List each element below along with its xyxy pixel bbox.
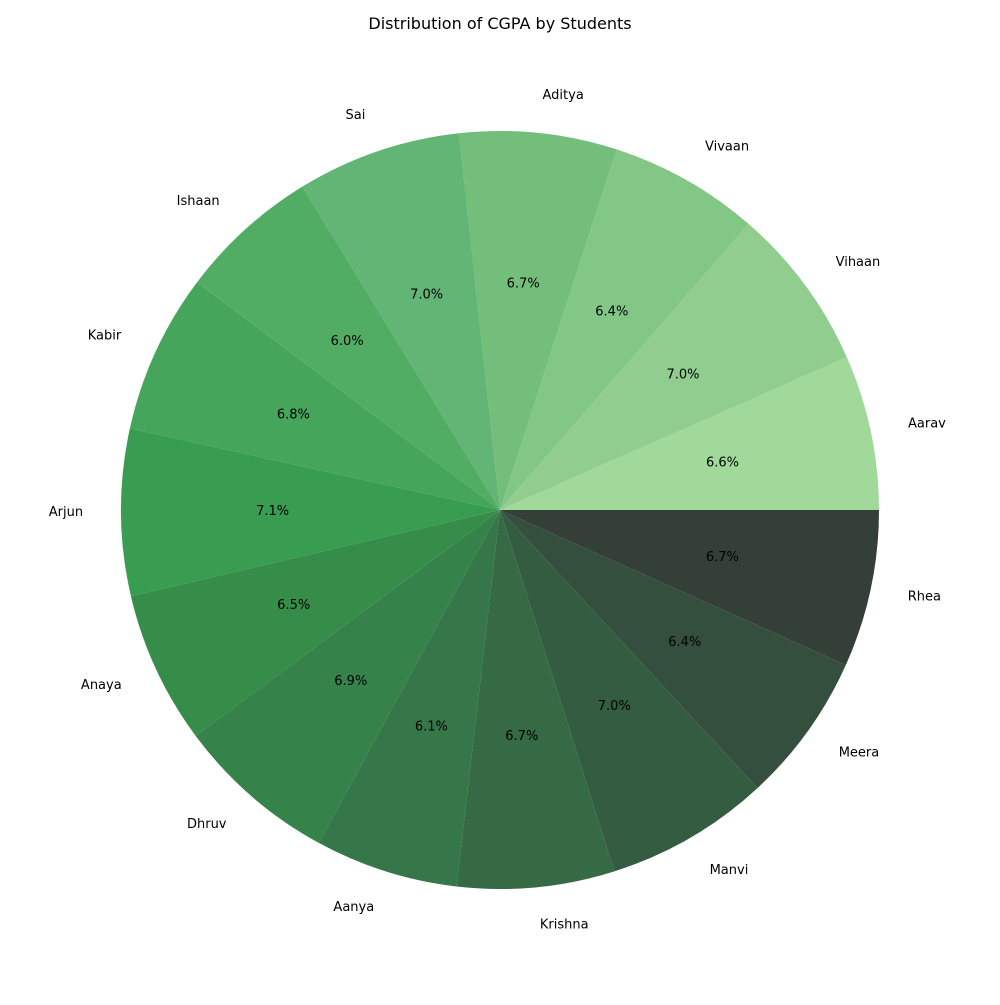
- slice-label-dhruv: Dhruv: [187, 817, 227, 832]
- percent-label-krishna: 6.7%: [505, 729, 538, 744]
- slice-label-kabir: Kabir: [88, 328, 122, 343]
- chart-title: Distribution of CGPA by Students: [368, 14, 631, 33]
- pie-slice-rhea: [500, 510, 879, 666]
- percent-label-kabir: 6.8%: [277, 408, 310, 423]
- slice-label-krishna: Krishna: [540, 918, 589, 933]
- pie-slice-anaya: [130, 510, 500, 736]
- pie-slice-sai: [302, 133, 500, 511]
- pie-slice-ishaan: [197, 186, 500, 510]
- percent-label-ishaan: 6.0%: [331, 334, 364, 349]
- slice-label-ishaan: Ishaan: [177, 194, 220, 209]
- slice-label-sai: Sai: [346, 108, 366, 123]
- slice-label-rhea: Rhea: [908, 590, 941, 605]
- percent-label-arjun: 7.1%: [256, 504, 289, 519]
- pie-slice-manvi: [500, 510, 758, 872]
- slice-label-vivaan: Vivaan: [705, 140, 749, 155]
- pie-slice-aarav: [500, 357, 879, 510]
- slice-label-aanya: Aanya: [333, 900, 374, 915]
- pie-slice-kabir: [129, 282, 500, 510]
- slice-label-aarav: Aarav: [908, 417, 946, 432]
- slice-label-meera: Meera: [839, 746, 880, 761]
- pie-labels: Aarav 6.6% Vihaan 7.0% Vivaan 6.4% Aditya 6.7% S…: [49, 88, 946, 933]
- pie-slice-dhruv: [195, 510, 500, 843]
- slice-label-anaya: Anaya: [81, 678, 122, 693]
- slice-label-aditya: Aditya: [543, 88, 584, 103]
- slice-label-arjun: Arjun: [49, 505, 83, 520]
- percent-label-anaya: 6.5%: [277, 598, 310, 613]
- percent-label-rhea: 6.7%: [706, 550, 739, 565]
- percent-label-sai: 7.0%: [410, 287, 443, 302]
- slice-label-manvi: Manvi: [710, 863, 749, 878]
- pie-slices: [121, 131, 879, 890]
- percent-label-aarav: 6.6%: [706, 456, 739, 471]
- percent-label-manvi: 7.0%: [598, 699, 631, 714]
- pie-slice-meera: [500, 510, 846, 789]
- percent-label-vihaan: 7.0%: [666, 368, 699, 383]
- pie-slice-arjun: [121, 428, 500, 597]
- percent-label-vivaan: 6.4%: [595, 305, 628, 320]
- percent-label-dhruv: 6.9%: [334, 674, 367, 689]
- pie-slice-krishna: [456, 510, 615, 890]
- pie-slice-vihaan: [500, 223, 847, 510]
- percent-label-aanya: 6.1%: [415, 719, 448, 734]
- pie-slice-vivaan: [500, 149, 749, 510]
- pie-slice-aditya: [458, 131, 617, 510]
- pie-slice-aanya: [318, 510, 500, 887]
- percent-label-aditya: 6.7%: [507, 276, 540, 291]
- percent-label-meera: 6.4%: [668, 635, 701, 650]
- slice-label-vihaan: Vihaan: [836, 255, 881, 270]
